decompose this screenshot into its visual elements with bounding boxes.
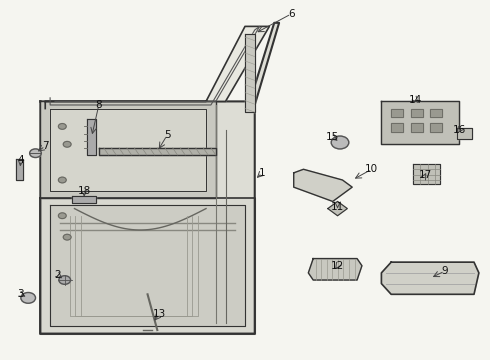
Polygon shape <box>50 205 245 327</box>
Circle shape <box>30 149 41 157</box>
Text: 8: 8 <box>96 100 102 110</box>
Text: 15: 15 <box>326 132 339 142</box>
Text: 13: 13 <box>153 309 167 319</box>
Text: 17: 17 <box>418 170 432 180</box>
Bar <box>430 109 442 117</box>
Text: 2: 2 <box>54 270 61 280</box>
Bar <box>430 123 442 132</box>
Polygon shape <box>381 102 460 144</box>
Text: 11: 11 <box>331 202 344 212</box>
Text: 9: 9 <box>441 266 448 276</box>
Text: 6: 6 <box>288 9 294 19</box>
Polygon shape <box>99 148 216 155</box>
Circle shape <box>58 213 66 219</box>
Text: 16: 16 <box>453 125 466 135</box>
Polygon shape <box>72 196 97 203</box>
Circle shape <box>59 276 71 284</box>
Bar <box>430 123 442 132</box>
Text: 1: 1 <box>259 168 266 178</box>
Polygon shape <box>245 33 255 112</box>
Text: 7: 7 <box>42 141 49 151</box>
Text: 14: 14 <box>409 95 422 105</box>
Bar <box>391 123 403 132</box>
Bar <box>391 123 403 132</box>
Bar <box>391 109 403 117</box>
Text: 4: 4 <box>18 156 24 165</box>
Polygon shape <box>87 119 97 155</box>
Polygon shape <box>50 109 206 191</box>
Circle shape <box>21 293 35 303</box>
Text: 18: 18 <box>77 186 91 196</box>
Polygon shape <box>308 258 362 280</box>
Bar <box>411 109 423 117</box>
Polygon shape <box>381 262 479 294</box>
Polygon shape <box>40 102 216 198</box>
Bar <box>411 123 423 132</box>
Polygon shape <box>40 198 255 334</box>
Bar <box>411 123 423 132</box>
Text: 10: 10 <box>365 164 378 174</box>
Circle shape <box>63 234 71 240</box>
Bar <box>430 109 442 117</box>
Text: 12: 12 <box>331 261 344 271</box>
Polygon shape <box>45 26 270 109</box>
Circle shape <box>58 177 66 183</box>
Polygon shape <box>40 23 279 334</box>
Polygon shape <box>294 169 352 202</box>
Circle shape <box>58 123 66 129</box>
Circle shape <box>63 141 71 147</box>
Bar <box>411 109 423 117</box>
Polygon shape <box>457 128 471 139</box>
Text: 3: 3 <box>18 289 24 299</box>
Text: 5: 5 <box>164 130 171 140</box>
Bar <box>391 109 403 117</box>
Polygon shape <box>328 202 347 216</box>
Circle shape <box>331 136 349 149</box>
Polygon shape <box>16 158 24 180</box>
Polygon shape <box>413 164 440 184</box>
